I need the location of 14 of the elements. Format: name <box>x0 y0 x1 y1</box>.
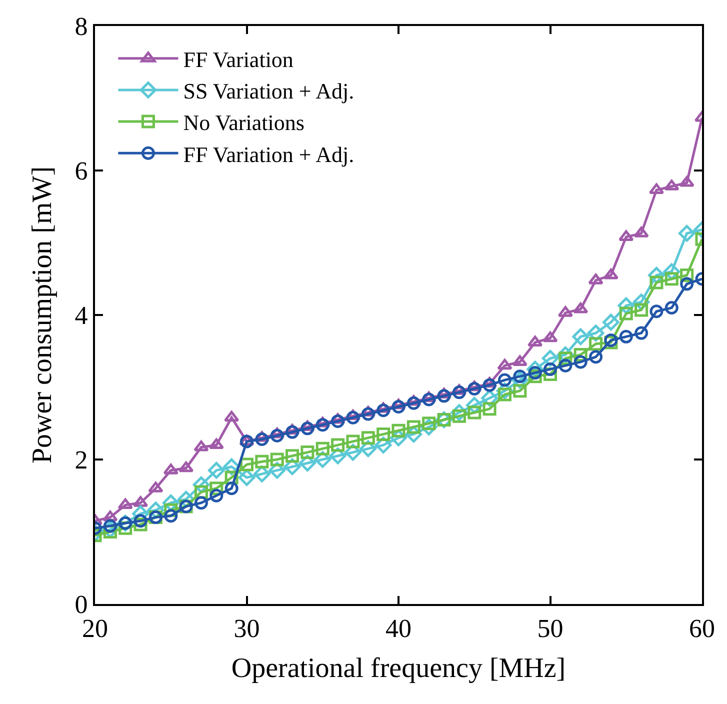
legend-label: FF Variation <box>183 46 294 72</box>
y-tick-label: 2 <box>74 446 88 475</box>
x-tick-label: 50 <box>537 614 564 644</box>
legend-label: FF Variation + Adj. <box>183 142 354 167</box>
x-axis-title: Operational frequency [MHz] <box>231 652 566 684</box>
y-tick-label: 6 <box>74 156 88 186</box>
legend-label: No Variations <box>183 110 304 136</box>
y-tick-label: 4 <box>74 301 88 330</box>
y-axis-title: Power consumption [mW] <box>27 166 58 464</box>
x-tick-label: 60 <box>689 614 715 644</box>
legend-label: SS Variation + Adj. <box>183 78 354 104</box>
x-tick-label: 30 <box>234 614 260 644</box>
y-tick-label: 8 <box>74 12 88 42</box>
x-tick-label: 40 <box>386 614 412 644</box>
